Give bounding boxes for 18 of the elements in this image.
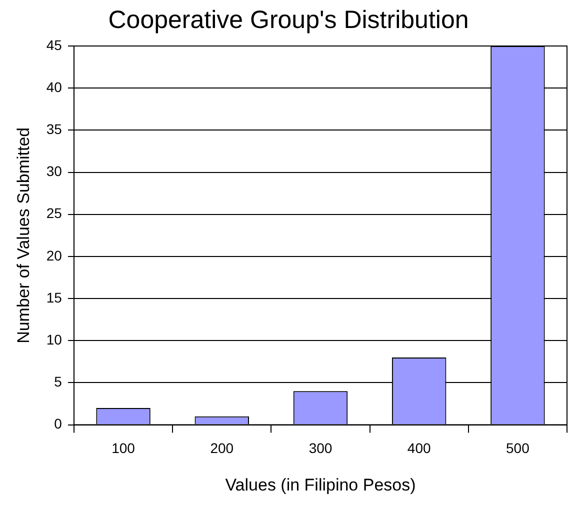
y-tick-label: 5 bbox=[54, 374, 62, 390]
y-tick-label: 40 bbox=[46, 78, 62, 95]
x-tick-label: 400 bbox=[407, 440, 431, 456]
y-tick-label: 25 bbox=[46, 205, 62, 222]
y-tick-label: 35 bbox=[46, 121, 62, 138]
x-tick-label: 300 bbox=[308, 440, 332, 456]
y-tick-label: 15 bbox=[46, 289, 62, 306]
chart-title: Cooperative Group's Distribution bbox=[108, 6, 469, 34]
y-tick-label: 10 bbox=[46, 331, 62, 348]
x-axis-title: Values (in Filipino Pesos) bbox=[225, 475, 416, 494]
y-tick-label: 45 bbox=[46, 36, 62, 53]
y-axis-title: Number of Values Submitted bbox=[14, 127, 33, 344]
y-tick-label: 0 bbox=[54, 416, 62, 432]
x-tick-label: 200 bbox=[210, 440, 234, 456]
y-tick-label: 30 bbox=[46, 163, 62, 180]
x-tick-label: 100 bbox=[112, 440, 136, 456]
y-tick-label: 20 bbox=[46, 247, 62, 264]
x-tick-label: 500 bbox=[506, 440, 530, 456]
